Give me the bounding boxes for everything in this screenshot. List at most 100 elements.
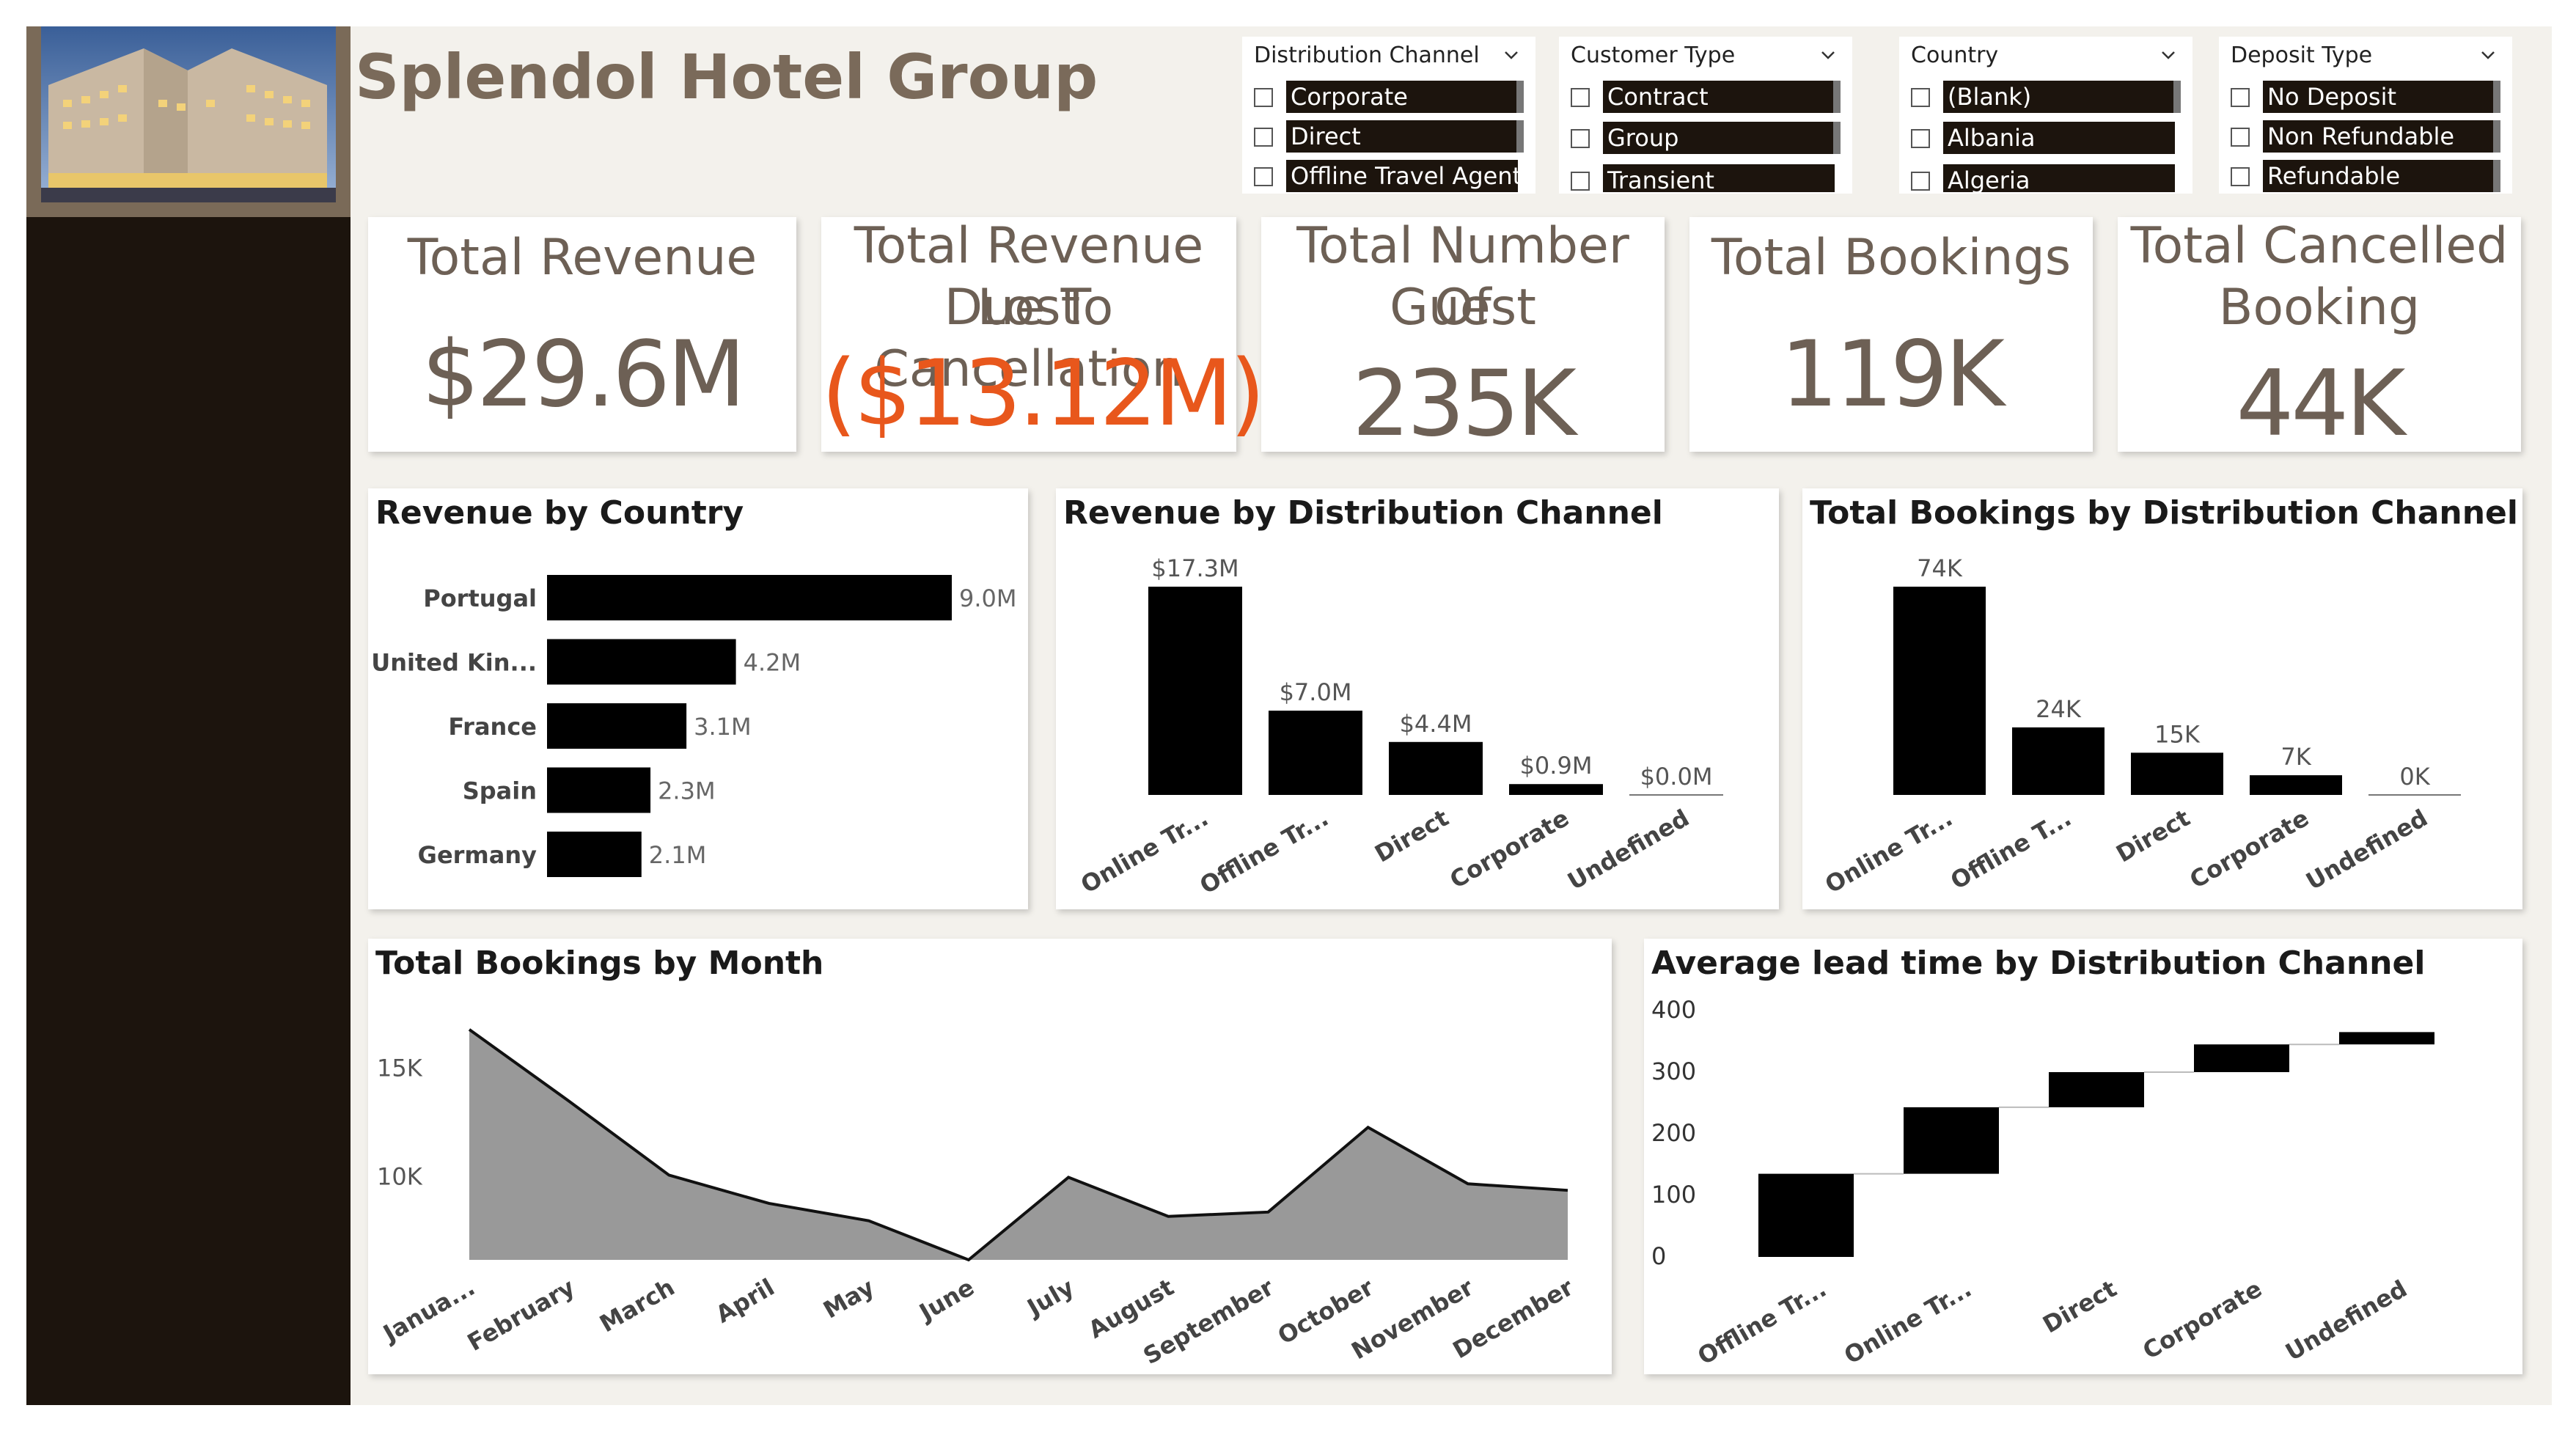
kpi-value: 235K — [1352, 351, 1577, 457]
category-label: Offline Tr... — [1693, 1275, 1831, 1371]
y-tick-label: 200 — [1651, 1119, 1696, 1147]
slicer-deposit-type[interactable]: Deposit Type No Deposit Non Refundable R… — [2219, 37, 2512, 194]
slicer-item-label: Direct — [1286, 120, 1518, 153]
category-label: Corporate — [2138, 1275, 2267, 1365]
bar — [2194, 1044, 2289, 1072]
checkbox[interactable] — [1571, 172, 1590, 191]
slicer-item[interactable]: Non Refundable — [2231, 119, 2509, 154]
chart-svg: 10K 15K Janua...February March April May June J… — [377, 1028, 1578, 1370]
chart-svg: Portugal 9.0M United Kin... 4.2M France 3.1M S… — [371, 575, 1017, 877]
chevron-down-icon[interactable] — [2480, 47, 2496, 63]
data-label: 0K — [2399, 763, 2430, 791]
bar — [2131, 752, 2223, 795]
x-tick-label: February — [463, 1273, 579, 1357]
checkbox[interactable] — [2231, 128, 2250, 147]
bar — [1758, 1173, 1854, 1257]
slicer-item[interactable]: Direct — [1254, 119, 1533, 154]
category-label: Offline Tr... — [1195, 804, 1333, 900]
y-tick-label: 15K — [377, 1054, 423, 1082]
kpi-label: Guest — [1390, 279, 1536, 337]
checkbox[interactable] — [1254, 88, 1273, 107]
checkbox[interactable] — [1911, 88, 1930, 107]
category-label: Online Tr... — [1076, 804, 1213, 899]
checkbox[interactable] — [1571, 129, 1590, 148]
y-tick-label: 400 — [1651, 996, 1696, 1024]
x-tick-label: May — [818, 1273, 879, 1324]
scrollbar[interactable] — [2493, 160, 2500, 192]
scrollbar[interactable] — [2493, 81, 2500, 113]
kpi-value: $29.6M — [422, 322, 746, 428]
chevron-down-icon[interactable] — [1820, 47, 1836, 63]
x-tick-label: Janua... — [378, 1273, 480, 1348]
slicer-item-label: Non Refundable — [2263, 120, 2495, 153]
slicer-customer-type[interactable]: Customer Type Contract Group Transient — [1559, 37, 1852, 194]
checkbox[interactable] — [1254, 167, 1273, 186]
data-label: $4.4M — [1400, 710, 1472, 738]
data-label: 3.1M — [694, 713, 752, 741]
bar — [2012, 727, 2105, 795]
slicer-item-label: Algeria — [1943, 164, 2175, 192]
bar — [547, 767, 651, 813]
chevron-down-icon[interactable] — [2160, 47, 2176, 63]
chart-title: Revenue by Distribution Channel — [1063, 494, 1663, 532]
checkbox[interactable] — [2231, 167, 2250, 186]
area-fill — [469, 1029, 1568, 1260]
scrollbar[interactable] — [2493, 120, 2500, 153]
slicer-item[interactable]: Refundable — [2231, 158, 2509, 192]
data-label: 7K — [2280, 743, 2311, 771]
category-label: Spain — [463, 777, 537, 805]
data-label: 24K — [2036, 695, 2082, 723]
slicer-distribution-channel[interactable]: Distribution Channel Corporate Direct Of… — [1242, 37, 1535, 194]
slicer-item[interactable]: No Deposit — [2231, 79, 2509, 114]
bar — [1904, 1107, 1999, 1174]
x-tick-label: July — [1021, 1273, 1079, 1322]
slicer-item[interactable]: Contract — [1571, 79, 1849, 114]
y-tick-label: 300 — [1651, 1057, 1696, 1085]
scrollbar[interactable] — [1833, 81, 1841, 113]
checkbox[interactable] — [1911, 129, 1930, 148]
chart-revenue-by-country: Revenue by Country Portugal 9.0M United Ki… — [368, 488, 1028, 909]
scrollbar[interactable] — [2173, 81, 2181, 113]
data-label: 2.3M — [658, 777, 716, 805]
kpi-value: ($13.12M) — [821, 341, 1266, 447]
slicer-country[interactable]: Country (Blank) Albania Algeria — [1899, 37, 2192, 194]
kpi-total-revenue: Total Revenue $29.6M — [368, 217, 796, 452]
slicer-item-label: Albania — [1943, 122, 2175, 154]
scrollbar[interactable] — [1516, 81, 1524, 113]
checkbox[interactable] — [2231, 88, 2250, 107]
category-label: Undefined — [2301, 804, 2432, 895]
kpi-label: Total Revenue Lost — [854, 217, 1204, 337]
kpi-label: Total Number Of — [1296, 217, 1629, 337]
data-label: $0.9M — [1520, 752, 1593, 780]
slicer-item[interactable]: (Blank) — [1911, 79, 2190, 114]
category-label: Online Tr... — [1839, 1275, 1976, 1370]
slicer-item[interactable]: Albania — [1911, 120, 2190, 155]
checkbox[interactable] — [1254, 128, 1273, 147]
bar — [1893, 587, 1986, 795]
hotel-logo-image — [26, 26, 351, 217]
bar — [1509, 784, 1603, 795]
chart-title: Average lead time by Distribution Channe… — [1651, 945, 2426, 982]
bar — [1269, 711, 1362, 795]
slicer-item[interactable]: Algeria — [1911, 163, 2190, 192]
slicer-item[interactable]: Corporate — [1254, 79, 1533, 114]
checkbox[interactable] — [1911, 172, 1930, 191]
scrollbar[interactable] — [1833, 122, 1841, 154]
slicer-item[interactable]: Transient — [1571, 163, 1849, 192]
category-label: France — [448, 713, 537, 741]
slicer-item-label: Group — [1603, 122, 1835, 154]
chart-bookings-by-month: Total Bookings by Month 10K 15K Janua... Fe… — [368, 939, 1612, 1374]
scrollbar[interactable] — [1516, 120, 1524, 153]
kpi-label: Due To Cancellation — [874, 279, 1184, 398]
slicer-item-label: (Blank) — [1943, 81, 2175, 113]
slicer-item[interactable]: Offline Travel Agent — [1254, 158, 1533, 192]
category-label: Undefined — [1563, 804, 1694, 895]
kpi-label: Booking — [2218, 279, 2421, 337]
series-line — [468, 1028, 1568, 1262]
chevron-down-icon[interactable] — [1503, 47, 1519, 63]
category-label: Online Tr... — [1820, 804, 1957, 899]
slicer-item[interactable]: Group — [1571, 120, 1849, 155]
checkbox[interactable] — [1571, 88, 1590, 107]
kpi-total-cancelled: Total Cancelled Booking 44K — [2118, 217, 2521, 452]
x-tick-label: March — [595, 1273, 679, 1338]
